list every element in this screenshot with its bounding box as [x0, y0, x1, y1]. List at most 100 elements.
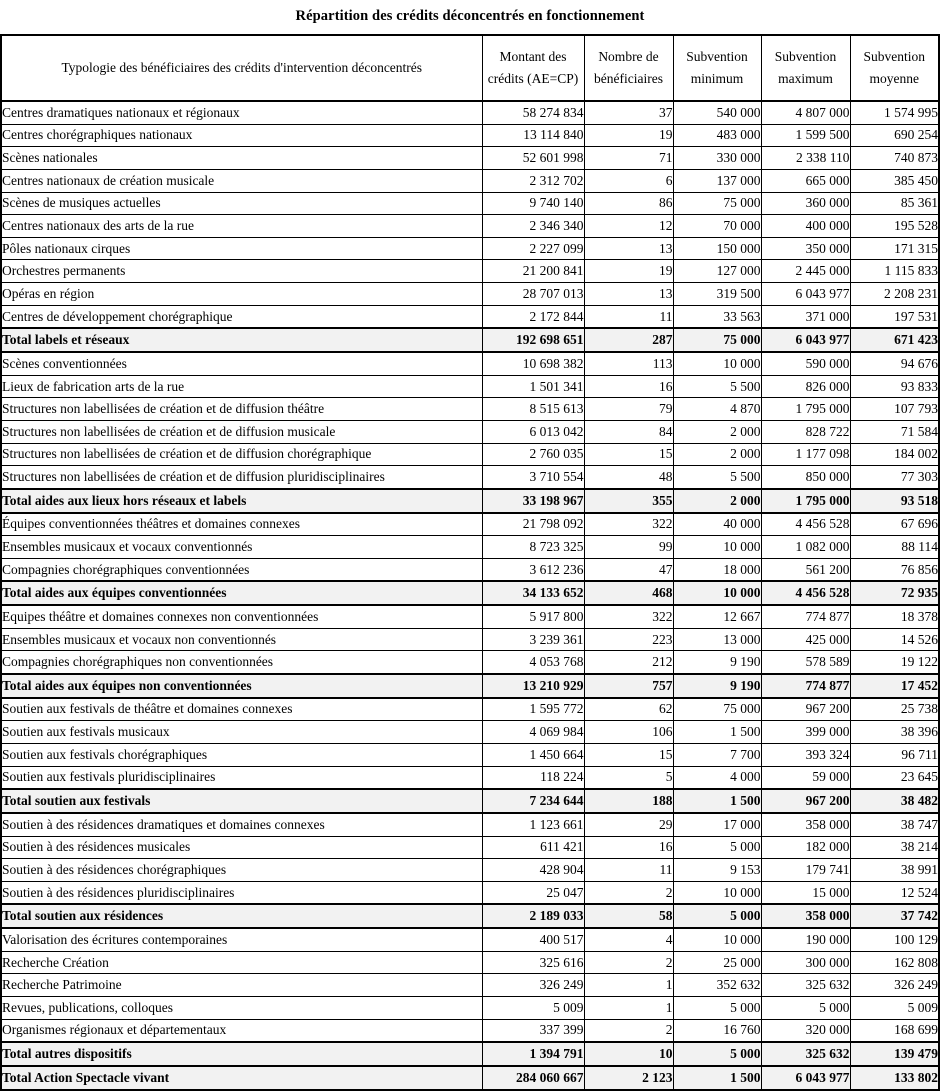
cell-label: Orchestres permanents	[0, 259, 483, 284]
cell-montant: 25 047	[481, 880, 585, 905]
cell-label: Soutien à des résidences dramatiques et …	[0, 812, 483, 837]
cell-max: 590 000	[760, 351, 851, 376]
cell-label: Compagnies chorégraphiques non conventio…	[0, 650, 483, 675]
table-row: Organismes régionaux et départementaux 33…	[0, 1018, 940, 1043]
cell-min: 127 000	[672, 259, 762, 284]
table-row: Soutien aux festivals de théâtre et doma…	[0, 697, 940, 722]
cell-max: 400 000	[760, 214, 851, 238]
cell-label: Scènes conventionnées	[0, 351, 483, 376]
cell-min: 75 000	[672, 697, 762, 722]
table-row: Scènes nationales 52 601 998 71 330 000 2 33…	[0, 146, 940, 170]
cell-max: 399 000	[760, 720, 851, 744]
cell-nombre: 37	[583, 100, 674, 125]
cell-min: 540 000	[672, 100, 762, 125]
cell-moyenne: 171 315	[849, 236, 940, 261]
cell-nombre: 84	[583, 419, 674, 444]
cell-montant: 52 601 998	[481, 146, 585, 170]
cell-min: 330 000	[672, 146, 762, 170]
cell-moyenne: 71 584	[849, 419, 940, 444]
cell-montant: 337 399	[481, 1018, 585, 1043]
table-total-row: Total aides aux équipes non conventionné…	[0, 673, 940, 699]
cell-min: 483 000	[672, 123, 762, 148]
cell-nombre: 13	[583, 282, 674, 306]
cell-label: Compagnies chorégraphiques conventionnée…	[0, 557, 483, 582]
cell-moyenne: 197 531	[849, 304, 940, 329]
cell-max: 1 795 000	[760, 397, 851, 421]
cell-max: 2 445 000	[760, 259, 851, 284]
cell-moyenne: 38 396	[849, 720, 940, 744]
cell-max: 59 000	[760, 765, 851, 790]
cell-nombre: 113	[583, 351, 674, 376]
column-header-subvention-moyenne: Subvention moyenne	[849, 34, 940, 102]
cell-moyenne: 67 696	[849, 512, 940, 537]
cell-montant: 4 069 984	[481, 720, 585, 744]
cell-nombre: 19	[583, 259, 674, 284]
cell-max: 774 877	[760, 673, 851, 699]
cell-max: 1 599 500	[760, 123, 851, 148]
cell-nombre: 4	[583, 927, 674, 952]
table-row: Opéras en région 28 707 013 13 319 500 6 043…	[0, 282, 940, 306]
cell-montant: 4 053 768	[481, 650, 585, 675]
cell-montant: 2 227 099	[481, 236, 585, 261]
table-row: Structures non labellisées de création e…	[0, 442, 940, 467]
cell-moyenne: 671 423	[849, 327, 940, 354]
cell-max: 4 456 528	[760, 512, 851, 537]
cell-label: Total aides aux équipes conventionnées	[0, 580, 483, 607]
cell-min: 9 190	[672, 673, 762, 699]
table-row: Structures non labellisées de création e…	[0, 397, 940, 421]
cell-max: 4 456 528	[760, 580, 851, 607]
cell-montant: 1 595 772	[481, 697, 585, 722]
cell-min: 70 000	[672, 214, 762, 238]
table-row: Soutien à des résidences dramatiques et …	[0, 812, 940, 837]
column-header-subvention-maximum: Subvention maximum	[760, 34, 851, 102]
cell-nombre: 62	[583, 697, 674, 722]
cell-max: 828 722	[760, 419, 851, 444]
cell-min: 4 000	[672, 765, 762, 790]
cell-moyenne: 1 574 995	[849, 100, 940, 125]
cell-montant: 5 009	[481, 995, 585, 1020]
cell-min: 9 190	[672, 650, 762, 675]
cell-max: 2 338 110	[760, 146, 851, 170]
cell-moyenne: 139 479	[849, 1041, 940, 1067]
cell-max: 179 741	[760, 858, 851, 882]
cell-nombre: 468	[583, 580, 674, 607]
cell-label: Lieux de fabrication arts de la rue	[0, 374, 483, 399]
cell-nombre: 11	[583, 858, 674, 882]
table-row: Centres de développement chorégraphique 2…	[0, 304, 940, 329]
cell-max: 182 000	[760, 835, 851, 860]
cell-min: 25 000	[672, 950, 762, 975]
cell-label: Soutien à des résidences chorégraphiques	[0, 858, 483, 882]
cell-montant: 428 904	[481, 858, 585, 882]
cell-max: 6 043 977	[760, 1064, 851, 1091]
cell-moyenne: 93 518	[849, 487, 940, 514]
column-header-subvention-minimum: Subvention minimum	[672, 34, 762, 102]
table-row: Scènes conventionnées 10 698 382 113 10 000…	[0, 351, 940, 376]
cell-label: Soutien à des résidences pluridisciplina…	[0, 880, 483, 905]
cell-min: 137 000	[672, 168, 762, 193]
cell-max: 561 200	[760, 557, 851, 582]
cell-nombre: 757	[583, 673, 674, 699]
cell-label: Centres nationaux des arts de la rue	[0, 214, 483, 238]
cell-moyenne: 168 699	[849, 1018, 940, 1043]
table-row: Soutien à des résidences pluridisciplina…	[0, 880, 940, 905]
cell-max: 850 000	[760, 465, 851, 490]
cell-montant: 2 312 702	[481, 168, 585, 193]
table-row: Équipes conventionnées théâtres et domai…	[0, 512, 940, 537]
cell-nombre: 322	[583, 604, 674, 629]
cell-max: 1 795 000	[760, 487, 851, 514]
table-row: Equipes théâtre et domaines connexes non…	[0, 604, 940, 629]
cell-montant: 1 450 664	[481, 742, 585, 767]
cell-label: Total labels et réseaux	[0, 327, 483, 354]
cell-max: 578 589	[760, 650, 851, 675]
header-row: Typologie des bénéficiaires des crédits …	[0, 34, 940, 102]
cell-nombre: 6	[583, 168, 674, 193]
cell-max: 425 000	[760, 627, 851, 652]
cell-label: Scènes de musiques actuelles	[0, 191, 483, 216]
cell-montant: 34 133 652	[481, 580, 585, 607]
cell-min: 10 000	[672, 535, 762, 559]
cell-moyenne: 23 645	[849, 765, 940, 790]
cell-moyenne: 5 009	[849, 995, 940, 1020]
table-total-row: Total autres dispositifs 1 394 791 10 5 000…	[0, 1041, 940, 1067]
column-header-nombre: Nombre de bénéficiaires	[583, 34, 674, 102]
cell-nombre: 15	[583, 442, 674, 467]
